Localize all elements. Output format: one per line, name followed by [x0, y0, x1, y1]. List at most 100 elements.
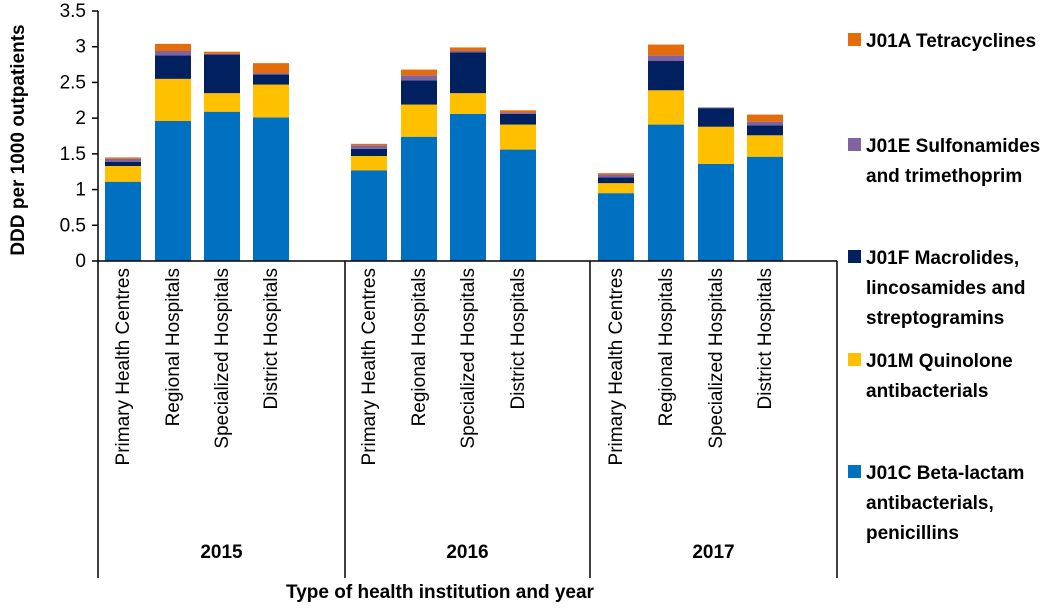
bar-segment: [747, 135, 783, 157]
legend: J01A Tetracyclines J01E Sulfonamides and t…: [848, 31, 1040, 544]
bar-segment: [351, 156, 387, 171]
bar-segment: [450, 52, 486, 94]
category-label: District Hospitals: [261, 268, 282, 409]
bar-segment: [253, 84, 289, 118]
bar-segment: [155, 121, 191, 261]
bar-segment: [401, 69, 437, 76]
bar-segment: [450, 93, 486, 114]
bars: [105, 43, 783, 261]
year-label: 2016: [446, 542, 488, 563]
bar-segment: [450, 113, 486, 261]
legend-swatch: [848, 138, 861, 151]
bar-segment: [648, 44, 684, 56]
bar-segment: [401, 136, 437, 261]
y-tick-label: 0.5: [60, 215, 86, 236]
legend-swatch: [848, 353, 861, 366]
category-label: Regional Hospitals: [656, 268, 677, 426]
bar-segment: [351, 143, 387, 146]
bar-segment: [401, 104, 437, 137]
legend-label: J01M Quinolone: [866, 351, 1013, 372]
category-label: Primary Health Centres: [359, 268, 380, 465]
bar-segment: [648, 90, 684, 125]
bar-segment: [747, 125, 783, 136]
y-tick-label: 1.5: [60, 144, 86, 165]
legend-label: J01E Sulfonamides: [866, 136, 1040, 157]
bar-segment: [155, 43, 191, 51]
bar-segment: [105, 166, 141, 182]
legend-label: antibacterials: [866, 381, 989, 402]
bar-segment: [648, 124, 684, 261]
bar-segment: [500, 110, 536, 113]
bar-segment: [598, 174, 634, 178]
x-axis: Primary Health Centres Regional Hospitals…: [97, 260, 838, 578]
bar-segment: [500, 124, 536, 150]
legend-label: and trimethoprim: [866, 166, 1022, 187]
bar-segment: [155, 51, 191, 56]
bar-segment: [450, 47, 486, 51]
legend-label: J01A Tetracyclines: [866, 31, 1036, 52]
bar-segment: [204, 53, 240, 55]
legend-label: J01C Beta-lactam: [866, 463, 1024, 484]
bar-segment: [648, 55, 684, 61]
bar-segment: [105, 161, 141, 166]
legend-item: J01A Tetracyclines: [848, 31, 1036, 52]
bar-segment: [105, 158, 141, 162]
bar-segment: [253, 63, 289, 74]
bar-segment: [155, 78, 191, 121]
category-label: Primary Health Centres: [113, 268, 134, 465]
bar-segment: [500, 112, 536, 114]
bar-segment: [698, 126, 734, 164]
y-tick-label: 3: [75, 37, 86, 58]
bar-segment: [747, 114, 783, 122]
bar-segment: [351, 148, 387, 156]
legend-swatch: [848, 250, 861, 263]
bar-segment: [204, 54, 240, 94]
bar-segment: [500, 149, 536, 261]
bar-segment: [155, 55, 191, 79]
bar-segment: [648, 61, 684, 91]
bar-segment: [698, 108, 734, 127]
y-tick-label: 2.5: [60, 72, 86, 93]
bar-segment: [401, 80, 437, 105]
y-axis: 0 0.5 1 1.5 2 2.5 3 3.5: [60, 1, 99, 272]
legend-item: J01E Sulfonamides and trimethoprim: [848, 136, 1040, 187]
legend-label: antibacterials,: [866, 493, 994, 514]
category-label: Specialized Hospitals: [458, 268, 479, 449]
legend-label: lincosamides and: [866, 278, 1025, 299]
y-axis-title: DDD per 1000 outpatients: [8, 24, 29, 255]
legend-item: J01F Macrolides, lincosamides and streptog…: [848, 248, 1025, 329]
legend-label: penicillins: [866, 523, 959, 544]
legend-swatch: [848, 465, 861, 478]
bar-segment: [105, 181, 141, 261]
bar-segment: [105, 157, 141, 159]
legend-item: J01C Beta-lactam antibacterials, penicilli…: [848, 463, 1024, 544]
bar-segment: [598, 173, 634, 175]
bar-segment: [204, 93, 240, 112]
bar-segment: [204, 111, 240, 261]
bar-segment: [747, 156, 783, 261]
y-tick-label: 0: [75, 251, 86, 272]
category-label: Regional Hospitals: [163, 268, 184, 426]
bar-segment: [351, 170, 387, 261]
y-tick-label: 2: [75, 108, 86, 129]
legend-label: streptogramins: [866, 308, 1004, 329]
legend-swatch: [848, 33, 861, 46]
legend-label: J01F Macrolides,: [866, 248, 1019, 269]
category-label: Regional Hospitals: [409, 268, 430, 426]
y-tick-label: 3.5: [60, 1, 86, 22]
bar-segment: [253, 73, 289, 75]
x-axis-title: Type of health institution and year: [286, 582, 595, 603]
bar-segment: [747, 121, 783, 126]
bar-segment: [698, 107, 734, 109]
bar-segment: [698, 163, 734, 261]
bar-segment: [253, 74, 289, 85]
category-label: Primary Health Centres: [606, 268, 627, 465]
bar-segment: [598, 177, 634, 184]
year-label: 2015: [200, 542, 243, 563]
bar-segment: [500, 113, 536, 125]
category-label: District Hospitals: [755, 268, 776, 409]
bar-segment: [204, 51, 240, 54]
category-label: District Hospitals: [508, 268, 529, 409]
bar-segment: [598, 183, 634, 194]
legend-item: J01M Quinolone antibacterials: [848, 351, 1013, 402]
